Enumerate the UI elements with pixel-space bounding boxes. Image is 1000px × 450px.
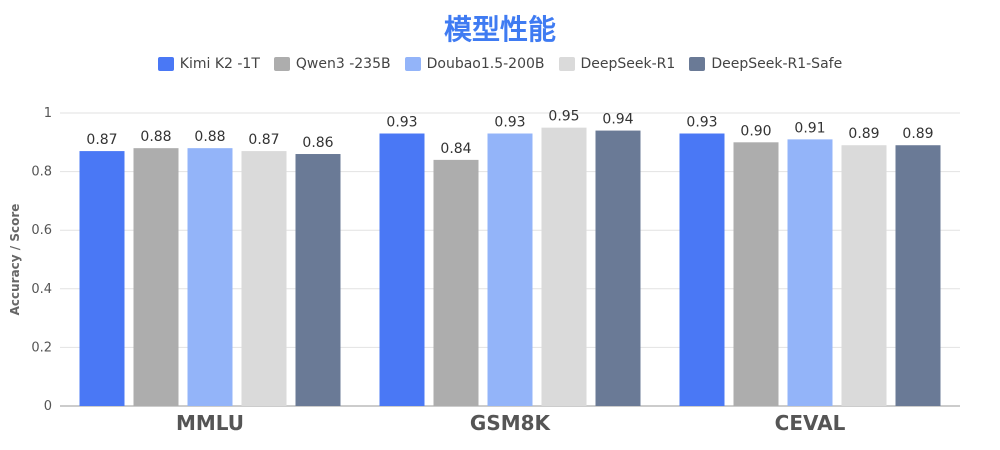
y-tick-label: 0 [44, 399, 52, 414]
y-tick-label: 0.4 [31, 282, 52, 297]
bar [379, 133, 425, 406]
bar [787, 139, 833, 406]
data-label: 0.87 [86, 132, 117, 148]
chart-title: 模型性能 [443, 13, 556, 46]
legend-label: Doubao1.5-200B [426, 56, 545, 72]
legend-item[interactable]: Doubao1.5-200B [404, 56, 545, 72]
x-category-label: MMLU [176, 411, 244, 435]
data-label: 0.89 [902, 126, 933, 142]
legend-label: DeepSeek-R1 [580, 56, 676, 72]
x-category-label: CEVAL [775, 411, 846, 435]
bar [487, 133, 533, 406]
legend-item[interactable]: DeepSeek-R1-Safe [689, 56, 842, 72]
data-label: 0.93 [686, 115, 717, 131]
legend-swatch [273, 57, 290, 71]
data-label: 0.86 [302, 135, 333, 151]
legend-label: Qwen3 -235B [295, 56, 391, 72]
bar [241, 151, 287, 406]
data-label: 0.89 [848, 126, 879, 142]
legend-item[interactable]: DeepSeek-R1 [558, 56, 676, 72]
legend-swatch [404, 57, 421, 71]
y-tick-label: 0.6 [31, 223, 52, 238]
legend-item[interactable]: Qwen3 -235B [273, 56, 391, 72]
x-category-label: GSM8K [470, 411, 552, 435]
legend-label: DeepSeek-R1-Safe [711, 56, 843, 72]
bar [841, 145, 887, 407]
data-label: 0.87 [248, 132, 279, 148]
y-tick-label: 1 [44, 106, 52, 121]
data-label: 0.93 [386, 115, 417, 131]
legend-swatch [157, 57, 174, 71]
legend-label: Kimi K2 -1T [179, 56, 260, 72]
data-label: 0.88 [194, 129, 225, 145]
bar [187, 148, 233, 406]
bar [679, 133, 725, 406]
bar [79, 151, 125, 406]
bar [895, 145, 941, 407]
bar [733, 142, 779, 407]
legend-swatch [558, 57, 575, 71]
bar [133, 148, 179, 406]
data-label: 0.88 [140, 129, 171, 145]
y-tick-label: 0.8 [31, 165, 52, 180]
chart-legend: Kimi K2 -1T Qwen3 -235B Doubao1.5-200B Deep… [0, 56, 1000, 72]
bar [541, 127, 587, 407]
data-label: 0.94 [602, 112, 633, 128]
data-label: 0.95 [548, 109, 579, 125]
bar [595, 130, 641, 406]
legend-swatch [689, 57, 706, 71]
legend-item[interactable]: Kimi K2 -1T [157, 56, 260, 72]
data-label: 0.93 [494, 115, 525, 131]
data-label: 0.84 [440, 141, 471, 157]
y-tick-label: 0.2 [31, 340, 52, 355]
bar [433, 159, 479, 406]
bar [295, 154, 341, 406]
data-label: 0.90 [740, 123, 771, 139]
y-axis-title: Accuracy / Score [8, 204, 22, 316]
data-label: 0.91 [794, 120, 825, 136]
